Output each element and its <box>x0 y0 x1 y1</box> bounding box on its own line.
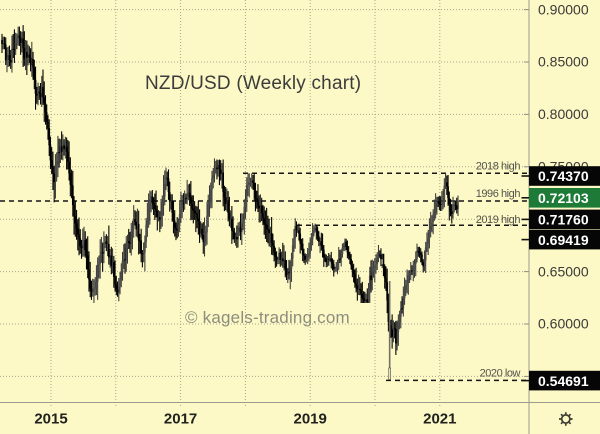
svg-text:0.90000: 0.90000 <box>538 1 589 17</box>
svg-text:2018 high: 2018 high <box>476 160 521 172</box>
svg-text:0.65000: 0.65000 <box>538 263 589 279</box>
svg-text:0.85000: 0.85000 <box>538 54 589 70</box>
svg-text:© kagels-trading.com: © kagels-trading.com <box>185 308 350 327</box>
svg-text:0.80000: 0.80000 <box>538 106 589 122</box>
svg-text:2020 low: 2020 low <box>480 368 521 380</box>
svg-text:2017: 2017 <box>164 411 197 428</box>
svg-text:2019: 2019 <box>294 411 327 428</box>
svg-text:0.60000: 0.60000 <box>538 316 589 332</box>
svg-text:2021: 2021 <box>423 411 456 428</box>
svg-text:2015: 2015 <box>34 411 67 428</box>
svg-text:0.72103: 0.72103 <box>538 190 589 206</box>
svg-text:NZD/USD (Weekly chart): NZD/USD (Weekly chart) <box>145 73 361 94</box>
svg-text:0.69419: 0.69419 <box>538 232 589 248</box>
svg-text:2019 high: 2019 high <box>476 214 521 226</box>
svg-text:1996 high: 1996 high <box>476 188 521 200</box>
svg-text:0.74370: 0.74370 <box>538 168 589 184</box>
svg-text:0.71760: 0.71760 <box>538 212 589 228</box>
svg-text:0.54691: 0.54691 <box>538 373 589 389</box>
